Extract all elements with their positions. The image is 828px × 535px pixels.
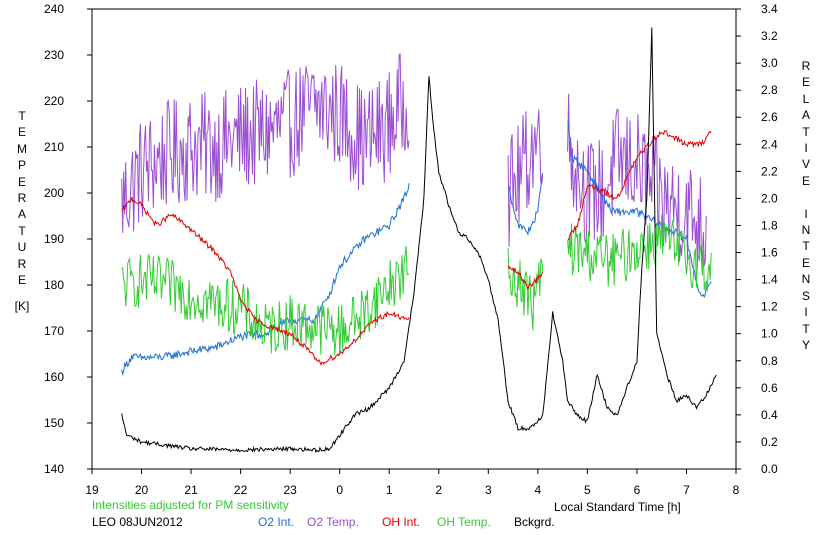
x-tick-label: 4 — [535, 483, 542, 497]
series-line-oh-int — [121, 197, 410, 366]
series-line-oh-temp — [507, 248, 544, 331]
y-left-tick-label: 230 — [44, 48, 64, 62]
y-right-tick-label: 3.0 — [761, 56, 778, 70]
legend-oh-temp: OH Temp. — [437, 515, 491, 529]
y-right-tick-label: 2.4 — [761, 137, 778, 151]
y-left-tick-label: 240 — [44, 2, 64, 16]
y-right-tick-label: 0.6 — [761, 381, 778, 395]
y-right-tick-label: 0.2 — [761, 435, 778, 449]
y-right-tick-label: 1.8 — [761, 218, 778, 232]
series-line-oh-temp — [121, 245, 410, 356]
note-text: Intensities adjusted for PM sensitivity — [92, 498, 289, 512]
y-left-tick-label: 190 — [44, 232, 64, 246]
y-right-tick-label: 0.8 — [761, 354, 778, 368]
x-tick-label: 5 — [584, 483, 591, 497]
y-right-tick-label: 0.0 — [761, 462, 778, 476]
y-right-tick-label: 2.8 — [761, 83, 778, 97]
y-axis-left-label: T E M P E R A T U R E — [17, 109, 27, 288]
station-date-text: LEO 08JUN2012 — [92, 515, 183, 529]
x-tick-label: 3 — [485, 483, 492, 497]
x-tick-label: 22 — [234, 483, 248, 497]
y-left-tick-label: 200 — [44, 186, 64, 200]
series-line-o2-temp — [567, 93, 707, 269]
y-left-tick-label: 150 — [44, 416, 64, 430]
y-right-tick-label: 1.2 — [761, 300, 778, 314]
series-line-oh-int — [507, 265, 544, 291]
y-left-tick-label: 140 — [44, 462, 64, 476]
y-left-tick-label: 170 — [44, 324, 64, 338]
y-axis-left-unit: [K] — [14, 299, 30, 313]
y-right-tick-label: 1.6 — [761, 246, 778, 260]
legend-oh-int: OH Int. — [382, 515, 421, 529]
x-tick-label: 19 — [85, 483, 99, 497]
x-axis-label: Local Standard Time [h] — [554, 500, 681, 514]
y-right-tick-label: 3.2 — [761, 29, 778, 43]
series-line-oh-int — [567, 130, 712, 241]
y-right-tick-label: 1.4 — [761, 273, 778, 287]
series-line-o2-int — [507, 172, 544, 237]
series-line-o2-temp — [121, 53, 410, 233]
x-tick-label: 2 — [435, 483, 442, 497]
series-line-oh-temp — [567, 214, 712, 292]
y-right-tick-label: 1.0 — [761, 327, 778, 341]
series-line-bckgrd — [121, 27, 717, 454]
y-axis-right-label: R E L A T I V E I N T E N S I T Y — [801, 59, 811, 352]
y-left-tick-label: 220 — [44, 94, 64, 108]
y-left-tick-label: 160 — [44, 370, 64, 384]
series-line-o2-int — [121, 183, 410, 376]
x-tick-label: 21 — [184, 483, 198, 497]
y-right-tick-label: 2.0 — [761, 191, 778, 205]
legend-o2-temp: O2 Temp. — [307, 515, 359, 529]
y-right-tick-label: 3.4 — [761, 2, 778, 16]
x-tick-label: 7 — [683, 483, 690, 497]
y-left-tick-label: 210 — [44, 140, 64, 154]
y-right-tick-label: 2.2 — [761, 164, 778, 178]
legend-bckgrd: Bckgrd. — [514, 515, 555, 529]
x-tick-label: 8 — [733, 483, 740, 497]
y-right-tick-label: 2.6 — [761, 110, 778, 124]
y-left-tick-label: 180 — [44, 278, 64, 292]
series-line-o2-int — [567, 121, 712, 299]
x-tick-label: 20 — [135, 483, 149, 497]
x-tick-label: 0 — [336, 483, 343, 497]
x-tick-label: 23 — [283, 483, 297, 497]
y-right-tick-label: 0.4 — [761, 408, 778, 422]
legend-o2-int: O2 Int. — [258, 515, 295, 529]
x-tick-label: 1 — [386, 483, 393, 497]
plot-frame — [91, 8, 737, 470]
series-line-o2-temp — [507, 109, 544, 247]
x-tick-label: 6 — [634, 483, 641, 497]
